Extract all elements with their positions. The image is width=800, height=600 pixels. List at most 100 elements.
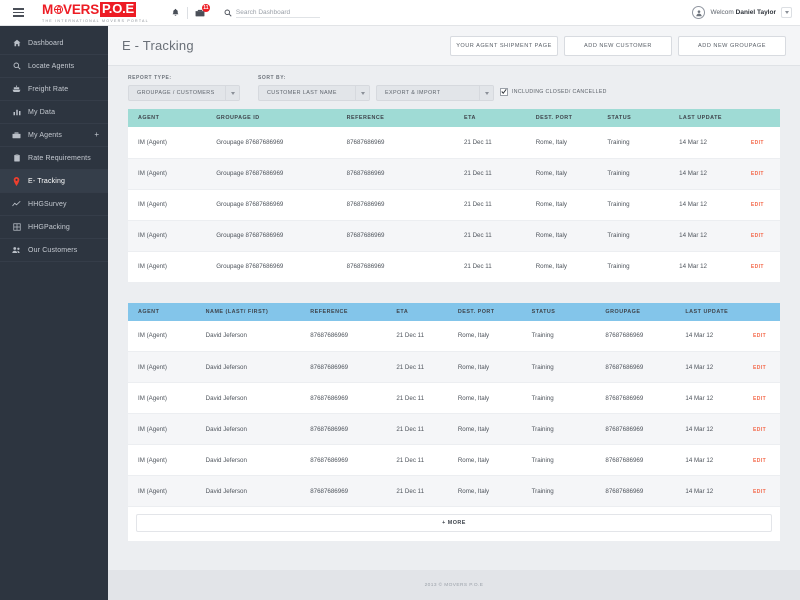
customers-table-card: AGENT NAME (LAST/ FIRST) REFERENCE ETA D… xyxy=(128,302,780,541)
edit-link[interactable]: EDIT xyxy=(753,364,767,371)
add-new-groupage-button[interactable]: ADD NEW GROUPAGE xyxy=(678,35,786,56)
cell-last-update: 14 Mar 12 xyxy=(669,251,741,283)
table-row[interactable]: IM (Agent) Groupage 87687686969 87687686… xyxy=(128,127,780,159)
sidebar-item-hhgsurvey[interactable]: HHGSurvey xyxy=(0,193,108,216)
toolbar-divider xyxy=(186,6,188,19)
users-icon xyxy=(12,246,21,254)
app-shell: Dashboard Locate Agents Freight Rate My … xyxy=(0,26,800,600)
including-closed-checkbox[interactable] xyxy=(500,87,508,96)
table-row[interactable]: IM (Agent) Groupage 87687686969 87687686… xyxy=(128,158,780,190)
chevron-down-icon xyxy=(355,86,369,100)
sidebar-label: Freight Rate xyxy=(28,85,69,93)
cell-groupage: 87687686969 xyxy=(595,475,676,507)
customers-table-body: IM (Agent) David Jeferson 87687686969 21… xyxy=(128,320,780,507)
bell-icon[interactable] xyxy=(171,8,180,17)
briefcase-icon[interactable]: 11 xyxy=(195,4,210,17)
cell-dest-port: Rome, Italy xyxy=(525,189,598,221)
table-row[interactable]: IM (Agent) David Jeferson 87687686969 21… xyxy=(128,444,780,476)
edit-link[interactable]: EDIT xyxy=(750,264,764,270)
edit-link[interactable]: EDIT xyxy=(753,333,767,340)
sort-by-select[interactable]: CUSTOMER LAST NAME xyxy=(258,85,370,101)
cell-last-update: 14 Mar 12 xyxy=(675,413,744,445)
chevron-down-icon xyxy=(784,11,789,14)
user-name: Daniel Taylor xyxy=(735,9,776,16)
cell-agent: IM (Agent) xyxy=(128,351,196,383)
table-row[interactable]: IM (Agent) Groupage 87687686969 87687686… xyxy=(128,251,780,283)
sidebar-item-my-agents[interactable]: My Agents + xyxy=(0,124,108,147)
table-row[interactable]: IM (Agent) David Jeferson 87687686969 21… xyxy=(128,475,780,507)
sidebar-item-my-data[interactable]: My Data xyxy=(0,101,108,124)
col-last-update: LAST UPDATE xyxy=(675,302,744,321)
sidebar-item-e-tracking[interactable]: E- Tracking xyxy=(0,170,108,193)
cell-last-update: 14 Mar 12 xyxy=(669,189,741,221)
groupage-table-head: AGENT GROUPAGE ID REFERENCE ETA DEST. PO… xyxy=(128,109,780,127)
cell-eta: 21 Dec 11 xyxy=(386,475,448,507)
cell-eta: 21 Dec 11 xyxy=(386,413,448,445)
hamburger-icon[interactable] xyxy=(0,0,36,26)
sidebar-item-our-customers[interactable]: Our Customers xyxy=(0,239,108,262)
cell-groupage-id: Groupage 87687686969 xyxy=(206,127,337,159)
cell-reference: 87687686969 xyxy=(300,475,387,507)
cell-dest-port: Rome, Italy xyxy=(447,444,522,476)
search-input[interactable] xyxy=(235,7,320,18)
edit-link[interactable]: EDIT xyxy=(753,395,767,402)
report-type-select[interactable]: GROUPAGE / CUSTOMERS xyxy=(128,85,240,101)
col-agent: AGENT xyxy=(128,109,207,127)
cell-last-update: 14 Mar 12 xyxy=(675,382,744,414)
cell-eta: 21 Dec 11 xyxy=(453,251,526,283)
cell-status: Training xyxy=(597,158,670,190)
including-closed-checkbox-row[interactable]: INCLUDING CLOSED/ CANCELLED xyxy=(500,87,607,96)
page-header: E - Tracking YOUR AGENT SHIPMENT PAGE AD… xyxy=(108,26,800,66)
sidebar-item-locate-agents[interactable]: Locate Agents xyxy=(0,55,108,78)
cell-eta: 21 Dec 11 xyxy=(453,189,526,221)
more-button[interactable]: + MORE xyxy=(136,514,772,532)
ship-icon xyxy=(12,85,21,93)
cell-reference: 87687686969 xyxy=(336,251,454,283)
col-reference: REFERENCE xyxy=(300,302,387,321)
cell-dest-port: Rome, Italy xyxy=(447,351,522,383)
avatar[interactable] xyxy=(692,6,706,19)
edit-link[interactable]: EDIT xyxy=(753,426,767,433)
top-bar: M VERS P.O.E THE INTERNATIONAL MOVERS PO… xyxy=(0,0,800,26)
search-icon xyxy=(12,62,21,70)
sidebar-item-rate-requirements[interactable]: Rate Requirements xyxy=(0,147,108,170)
chevron-down-icon xyxy=(225,86,239,100)
sidebar-item-hhgpacking[interactable]: HHGPacking xyxy=(0,216,108,239)
table-row[interactable]: IM (Agent) David Jeferson 87687686969 21… xyxy=(128,413,780,445)
cell-last-update: 14 Mar 12 xyxy=(669,127,741,159)
main-content: E - Tracking YOUR AGENT SHIPMENT PAGE AD… xyxy=(108,26,800,600)
user-menu-button[interactable] xyxy=(781,7,792,18)
edit-link[interactable]: EDIT xyxy=(750,233,764,239)
edit-link[interactable]: EDIT xyxy=(753,488,767,495)
direction-select[interactable]: EXPORT & IMPORT xyxy=(376,85,494,101)
col-actions xyxy=(740,109,780,127)
table-row[interactable]: IM (Agent) David Jeferson 87687686969 21… xyxy=(128,351,780,383)
edit-link[interactable]: EDIT xyxy=(750,139,764,146)
tables-area: AGENT GROUPAGE ID REFERENCE ETA DEST. PO… xyxy=(108,109,800,570)
sidebar-item-freight-rate[interactable]: Freight Rate xyxy=(0,78,108,101)
edit-link[interactable]: EDIT xyxy=(750,202,764,208)
cell-status: Training xyxy=(521,444,596,476)
tables-scroll[interactable]: AGENT GROUPAGE ID REFERENCE ETA DEST. PO… xyxy=(128,109,780,570)
sidebar-label: Locate Agents xyxy=(28,62,75,70)
table-row[interactable]: IM (Agent) David Jeferson 87687686969 21… xyxy=(128,382,780,414)
edit-link[interactable]: EDIT xyxy=(750,171,764,177)
cell-reference: 87687686969 xyxy=(300,444,387,476)
table-row[interactable]: IM (Agent) Groupage 87687686969 87687686… xyxy=(128,189,780,221)
your-agent-shipment-page-button[interactable]: YOUR AGENT SHIPMENT PAGE xyxy=(450,35,558,56)
search-box[interactable] xyxy=(224,4,320,22)
map-pin-icon xyxy=(12,176,21,186)
col-eta: ETA xyxy=(386,302,448,321)
app-logo[interactable]: M VERS P.O.E THE INTERNATIONAL MOVERS PO… xyxy=(42,2,149,22)
cell-dest-port: Rome, Italy xyxy=(447,320,522,352)
cell-last-update: 14 Mar 12 xyxy=(675,444,744,476)
chevron-down-icon xyxy=(479,86,493,100)
sidebar-item-dashboard[interactable]: Dashboard xyxy=(0,32,108,55)
table-row[interactable]: IM (Agent) Groupage 87687686969 87687686… xyxy=(128,220,780,252)
globe-icon xyxy=(53,5,63,15)
expand-plus-icon[interactable]: + xyxy=(94,130,99,139)
add-new-customer-button[interactable]: ADD NEW CUSTOMER xyxy=(564,35,672,56)
table-row[interactable]: IM (Agent) David Jeferson 87687686969 21… xyxy=(128,320,780,352)
edit-link[interactable]: EDIT xyxy=(753,457,767,464)
cell-agent: IM (Agent) xyxy=(128,475,196,507)
